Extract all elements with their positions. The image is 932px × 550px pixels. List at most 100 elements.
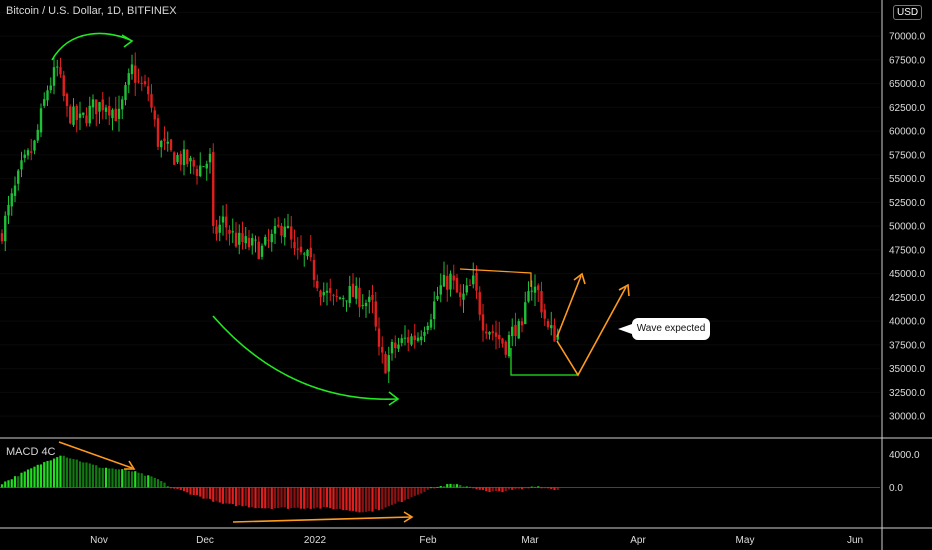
candle-body bbox=[254, 239, 257, 241]
macd-bar bbox=[462, 486, 465, 488]
macd-bar bbox=[101, 467, 104, 488]
candle-body bbox=[124, 85, 127, 101]
orange-arrowhead-2 bbox=[618, 283, 630, 297]
price-tick-label: 70000.0 bbox=[889, 32, 926, 43]
candle-body bbox=[225, 216, 228, 228]
macd-bar bbox=[59, 455, 62, 488]
macd-bar bbox=[186, 487, 189, 493]
candle-body bbox=[533, 286, 537, 293]
macd-bar bbox=[228, 487, 231, 504]
candle-body bbox=[69, 106, 72, 124]
macd-bar bbox=[407, 487, 410, 500]
candle-body bbox=[78, 113, 82, 118]
macd-bar bbox=[199, 487, 202, 497]
macd-bar bbox=[88, 463, 91, 488]
candle-body bbox=[527, 291, 530, 302]
currency-badge[interactable]: USD bbox=[893, 5, 923, 20]
macd-bar bbox=[384, 487, 387, 508]
macd-bar bbox=[446, 484, 449, 488]
chart-title: Bitcoin / U.S. Dollar, 1D, BITFINEX bbox=[6, 5, 177, 17]
macd-bar bbox=[449, 483, 452, 488]
candle-body bbox=[361, 304, 364, 306]
macd-bar bbox=[338, 487, 342, 509]
macd-bar bbox=[400, 487, 403, 503]
candle-body bbox=[153, 110, 156, 120]
price-tick-label: 45000.0 bbox=[889, 269, 926, 280]
macd-bar bbox=[124, 469, 127, 488]
candle-body bbox=[481, 314, 485, 331]
candle-body bbox=[459, 292, 462, 298]
candle-body bbox=[429, 319, 433, 328]
green-box-bottom bbox=[510, 348, 578, 376]
macd-bar bbox=[286, 487, 290, 509]
macd-bar bbox=[43, 462, 46, 488]
macd-bar bbox=[303, 487, 306, 509]
macd-bar bbox=[147, 475, 150, 488]
macd-bar bbox=[514, 487, 517, 490]
macd-bar bbox=[355, 487, 358, 512]
time-axis[interactable]: Nov Dec 2022 Feb Mar Apr May Jun bbox=[90, 535, 863, 546]
candle-body bbox=[56, 66, 59, 68]
candle-body bbox=[13, 185, 17, 196]
candle-body bbox=[293, 241, 296, 249]
candle-body bbox=[283, 226, 286, 238]
macd-bar bbox=[251, 487, 254, 508]
candle-body bbox=[511, 326, 514, 337]
wave-expected-callout[interactable]: Wave expected bbox=[618, 318, 710, 340]
time-tick-label: Dec bbox=[196, 535, 214, 546]
macd-bar bbox=[56, 457, 59, 488]
candle-body bbox=[238, 232, 241, 245]
candle-body bbox=[397, 344, 400, 349]
macd-bar bbox=[420, 487, 423, 494]
macd-bar bbox=[208, 487, 212, 499]
candle-body bbox=[85, 115, 88, 124]
macd-bar bbox=[72, 459, 75, 488]
candle-body bbox=[88, 105, 91, 124]
candle-body bbox=[329, 288, 332, 293]
macd-bar bbox=[247, 487, 251, 508]
macd-bar bbox=[342, 487, 345, 511]
macd-bar bbox=[442, 486, 446, 488]
candle-body bbox=[49, 85, 52, 91]
macd-bar bbox=[537, 486, 540, 488]
macd-bar bbox=[524, 487, 527, 489]
macd-bar bbox=[114, 469, 117, 488]
macd-bar bbox=[153, 477, 156, 488]
macd-indicator-label[interactable]: MACD 4C bbox=[6, 446, 56, 458]
macd-bar bbox=[556, 487, 559, 490]
candle-body bbox=[524, 302, 527, 325]
candle-body bbox=[449, 273, 452, 290]
candle-body bbox=[192, 160, 195, 167]
macd-bar bbox=[361, 487, 364, 513]
candle-body bbox=[134, 65, 137, 83]
macd-bar bbox=[23, 471, 26, 488]
candle-body bbox=[62, 75, 65, 97]
candle-body bbox=[186, 149, 189, 165]
candle-body bbox=[140, 82, 143, 84]
orange-macd-divergence-top bbox=[58, 441, 133, 469]
macd-bar bbox=[433, 487, 436, 489]
macd-bar bbox=[374, 487, 377, 510]
candle-body bbox=[488, 332, 491, 335]
macd-bar bbox=[62, 455, 65, 488]
macd-bar bbox=[202, 487, 205, 499]
candle-body bbox=[267, 239, 270, 241]
macd-bar bbox=[98, 467, 101, 488]
candle-body bbox=[475, 273, 478, 291]
candle-body bbox=[416, 337, 420, 341]
candle-body bbox=[472, 275, 475, 285]
price-axis[interactable]: 30000.0 32500.0 35000.0 37500.0 40000.0 42500… bbox=[889, 32, 926, 423]
candle-body bbox=[403, 337, 407, 339]
price-tick-label: 52500.0 bbox=[889, 198, 926, 209]
macd-bar bbox=[140, 473, 143, 488]
macd-bar bbox=[78, 461, 82, 488]
candle-body bbox=[46, 90, 49, 101]
candle-body bbox=[442, 274, 446, 287]
candle-body bbox=[501, 338, 504, 344]
macd-bar bbox=[121, 469, 124, 488]
macd-bar bbox=[368, 487, 371, 512]
macd-bar bbox=[46, 460, 49, 488]
drawing-annotations[interactable] bbox=[51, 32, 630, 523]
macd-bar bbox=[423, 487, 426, 492]
